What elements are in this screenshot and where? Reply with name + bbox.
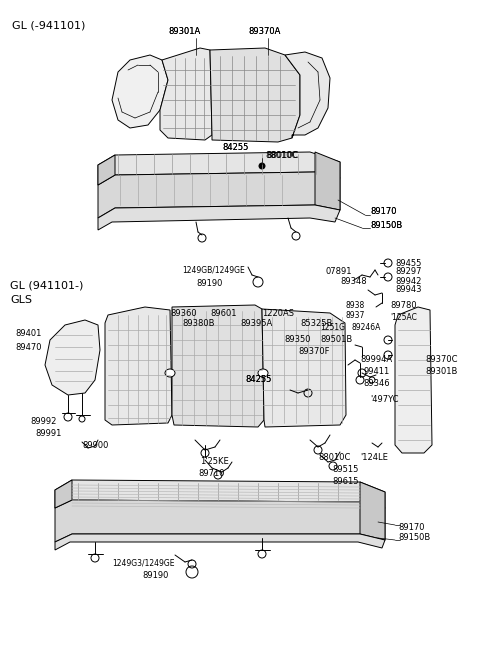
- Text: 84255: 84255: [222, 143, 248, 152]
- Polygon shape: [55, 480, 385, 508]
- Text: 8937: 8937: [345, 311, 364, 319]
- Text: 89150B: 89150B: [370, 221, 402, 231]
- Polygon shape: [45, 320, 100, 395]
- Text: 89348: 89348: [340, 277, 367, 286]
- Text: 88010C: 88010C: [265, 150, 298, 160]
- Polygon shape: [315, 152, 340, 210]
- Text: 89150B: 89150B: [398, 533, 430, 543]
- Text: 89350: 89350: [284, 336, 311, 344]
- Text: 89942: 89942: [395, 277, 421, 286]
- Text: 89710: 89710: [198, 468, 225, 478]
- Text: 89780: 89780: [390, 300, 417, 309]
- Text: '124LE: '124LE: [360, 453, 388, 463]
- Text: 89615: 89615: [332, 476, 359, 486]
- Text: 89360: 89360: [170, 309, 197, 317]
- Text: 1'25KE: 1'25KE: [200, 457, 229, 466]
- Text: 1249G3/1249GE: 1249G3/1249GE: [112, 558, 175, 568]
- Polygon shape: [98, 152, 340, 185]
- Text: 89992: 89992: [30, 417, 56, 426]
- Polygon shape: [210, 48, 300, 142]
- Polygon shape: [395, 307, 432, 453]
- Text: 89515: 89515: [332, 466, 359, 474]
- Text: 89900: 89900: [82, 440, 108, 449]
- Polygon shape: [112, 55, 168, 128]
- Polygon shape: [98, 205, 340, 230]
- Text: 89401: 89401: [15, 328, 41, 338]
- Text: 1220AS: 1220AS: [262, 309, 294, 317]
- Polygon shape: [98, 172, 340, 218]
- Text: 1249GB/1249GE: 1249GB/1249GE: [182, 265, 245, 275]
- Text: 89370F: 89370F: [298, 348, 329, 357]
- Text: 88010C: 88010C: [318, 453, 350, 463]
- Polygon shape: [105, 307, 172, 425]
- Text: GL (941101-): GL (941101-): [10, 280, 84, 290]
- Text: 88010C: 88010C: [266, 152, 299, 160]
- Text: 89301A: 89301A: [168, 28, 200, 37]
- Text: GLS: GLS: [10, 295, 32, 305]
- Polygon shape: [98, 155, 115, 185]
- Text: 89301A: 89301A: [168, 28, 200, 37]
- Text: 84255: 84255: [245, 376, 271, 384]
- Text: 89395A: 89395A: [240, 319, 272, 327]
- Text: 89150B: 89150B: [370, 221, 402, 231]
- Polygon shape: [360, 482, 385, 540]
- Polygon shape: [172, 305, 264, 427]
- Polygon shape: [160, 48, 212, 140]
- Polygon shape: [262, 309, 346, 427]
- Text: 89170: 89170: [370, 208, 396, 217]
- Text: 89455: 89455: [395, 258, 421, 267]
- Text: 89190: 89190: [196, 279, 222, 288]
- Text: 84255: 84255: [245, 376, 271, 384]
- Text: 89601: 89601: [210, 309, 237, 317]
- Text: 89301B: 89301B: [425, 367, 457, 376]
- Text: 89370A: 89370A: [248, 28, 280, 37]
- Text: 89297: 89297: [395, 267, 421, 277]
- Text: 1251G: 1251G: [320, 323, 345, 332]
- Text: 89370A: 89370A: [248, 28, 280, 37]
- Text: 89170: 89170: [398, 522, 424, 532]
- Circle shape: [259, 163, 265, 169]
- Text: 89991: 89991: [35, 430, 61, 438]
- Text: 89190: 89190: [142, 572, 168, 581]
- Polygon shape: [55, 534, 385, 550]
- Text: 89943: 89943: [395, 286, 421, 294]
- Text: 89380B: 89380B: [182, 319, 215, 327]
- Text: 99411: 99411: [363, 367, 389, 376]
- Text: 07891: 07891: [325, 267, 351, 277]
- Text: 89470: 89470: [15, 344, 41, 353]
- Text: 89994A: 89994A: [360, 355, 392, 365]
- Text: 8938: 8938: [345, 300, 364, 309]
- Polygon shape: [55, 500, 385, 542]
- Polygon shape: [55, 480, 72, 508]
- Text: 84255: 84255: [222, 143, 248, 152]
- Text: GL (-941101): GL (-941101): [12, 20, 85, 30]
- Ellipse shape: [165, 369, 175, 377]
- Polygon shape: [285, 52, 330, 138]
- Text: '125AC: '125AC: [390, 313, 417, 323]
- Text: 89346: 89346: [363, 380, 390, 388]
- Text: 89170: 89170: [370, 208, 396, 217]
- Text: 85325B: 85325B: [300, 319, 332, 327]
- Text: '497YC: '497YC: [370, 396, 398, 405]
- Text: 89370C: 89370C: [425, 355, 457, 365]
- Text: 89501B: 89501B: [320, 336, 352, 344]
- Ellipse shape: [258, 369, 268, 377]
- Text: 89246A: 89246A: [352, 323, 382, 332]
